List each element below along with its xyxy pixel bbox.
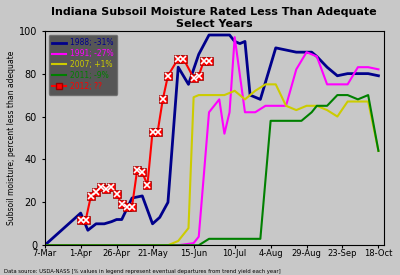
Legend: 1988; -31%, 1991; -27%, 2007; +1%, 2011; -9%, 2012; ??: 1988; -31%, 1991; -27%, 2007; +1%, 2011;… bbox=[48, 35, 117, 95]
Text: Data source: USDA-NASS [% values in legend represent eventual departures from tr: Data source: USDA-NASS [% values in lege… bbox=[4, 269, 281, 274]
Y-axis label: Subsoil moisture; percent less than adequate: Subsoil moisture; percent less than adeq… bbox=[7, 51, 16, 225]
Title: Indiana Subsoil Moisture Rated Less Than Adequate
Select Years: Indiana Subsoil Moisture Rated Less Than… bbox=[51, 7, 377, 29]
